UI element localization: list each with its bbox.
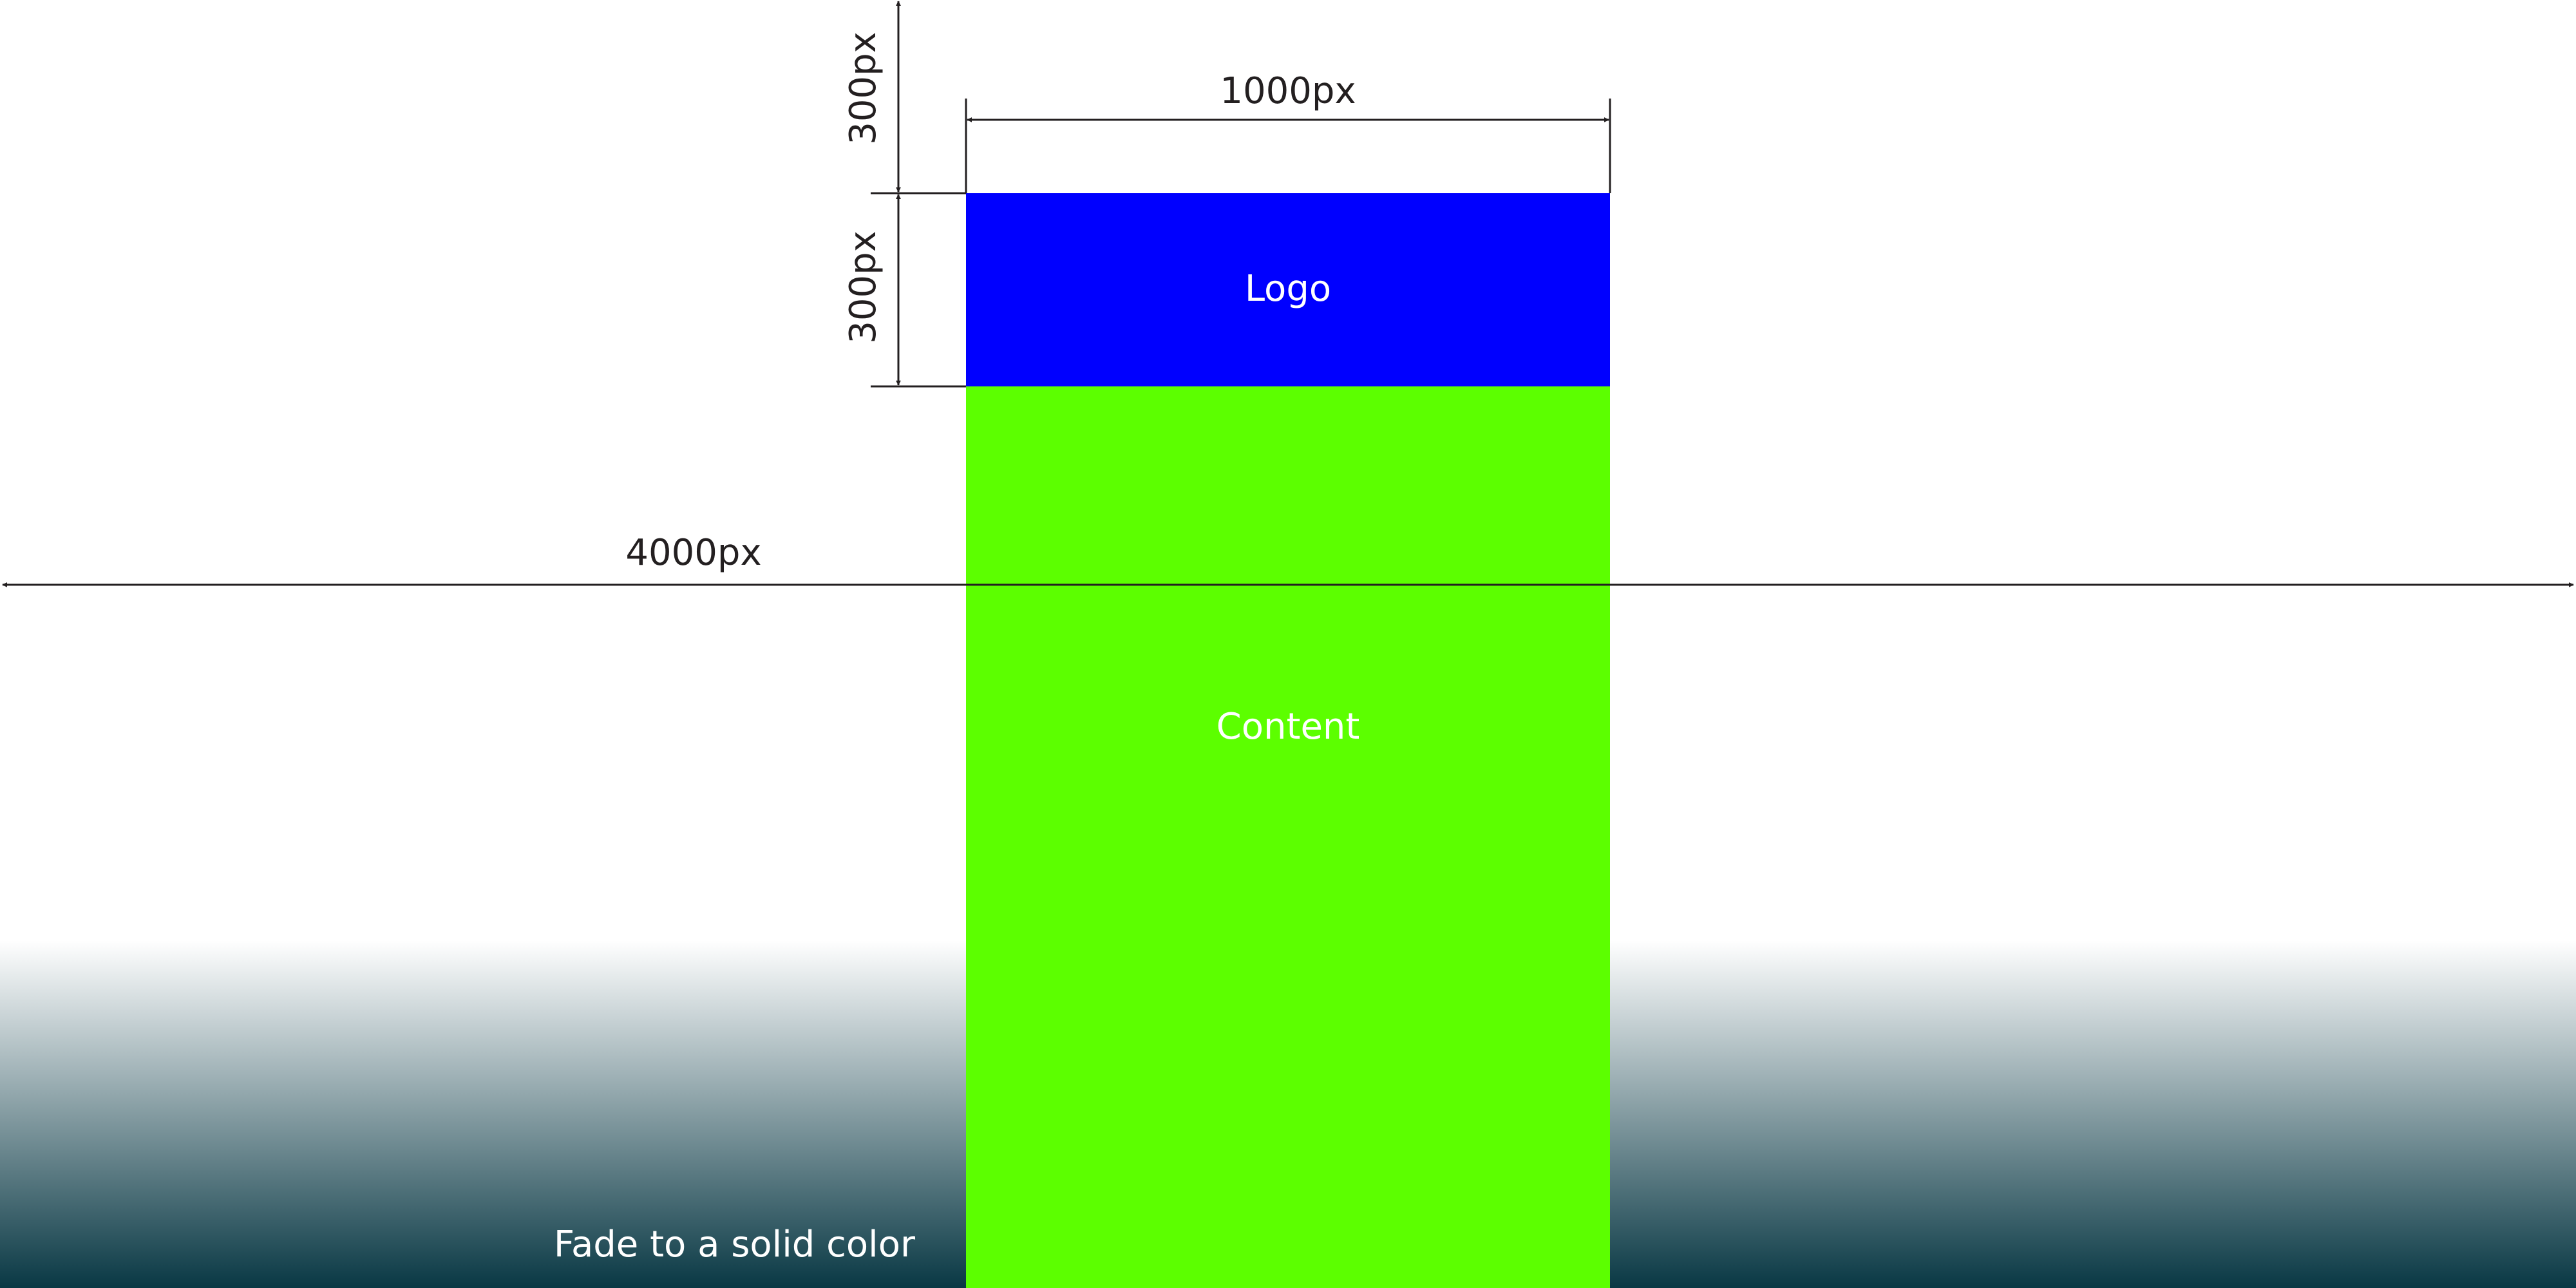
top-margin-label: 300px [842,32,884,145]
page-width-label: 4000px [625,532,761,574]
logo-label: Logo [1245,268,1331,310]
logo-height-label: 300px [842,231,884,344]
fade-note: Fade to a solid color [554,1224,916,1265]
dimension-lines [2,1,2574,587]
column-width-label: 1000px [1220,70,1356,112]
content-label: Content [1217,706,1360,748]
content-block [966,386,1610,1288]
logo-block [966,193,1610,386]
